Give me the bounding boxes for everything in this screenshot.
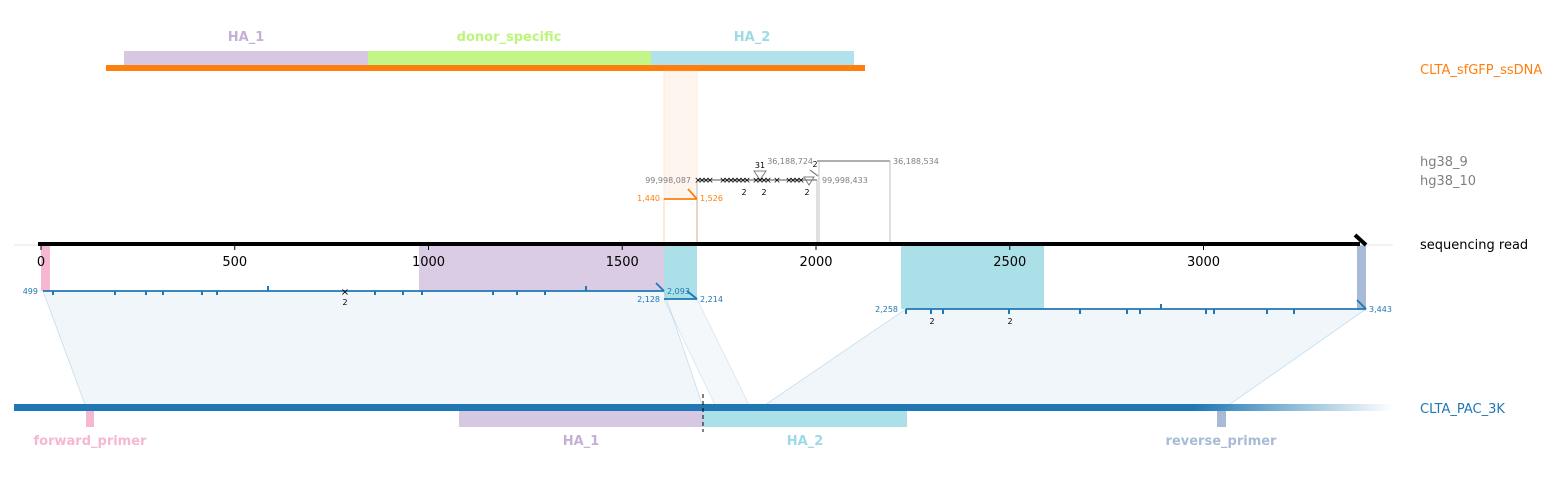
donor-projection-band [663,70,698,200]
hg38-9-insertion-marker [753,170,767,181]
read-ha1-band [419,245,664,291]
mismatch-marker: × [756,176,764,186]
target-left-read-end: 2,093 [667,287,690,296]
read-axis-tick-label: 1500 [606,255,639,270]
target-right-read-start: 2,214 [700,295,723,304]
mismatch-marker: × [706,176,714,186]
target-right-alignment: 2,214 2,258 3,443 2 2 [700,295,1392,326]
hg38-9-start-label: 36,188,724 [767,157,813,166]
target-left-projection [42,290,704,408]
read-axis-tick-label: 3000 [1187,255,1220,270]
donor-feature-ha1 [124,51,368,66]
hg38-9-end-label: 36,188,534 [893,157,939,166]
donor-feature-donor-specific [368,51,651,66]
target-left-deletion-count: 2 [342,298,347,307]
hg38-10-count-d: 2 [812,160,817,169]
read-reverse-primer-band [1357,245,1366,309]
mismatch-marker: × [719,176,727,186]
target-bar [14,404,1194,411]
mismatch-marker: × [797,176,805,186]
hg38-10-count-c: 2 [804,188,809,197]
read-axis-tick-label: 2000 [799,255,832,270]
target-bar-fade [1194,404,1393,411]
target-right-count-b: 2 [1007,317,1012,326]
donor-row: HA_1 donor_specific HA_2 [106,30,865,71]
donor-feature-label-ha1: HA_1 [228,30,265,45]
target-row: forward_primer HA_1 HA_2 reverse_primer [14,394,1393,449]
mismatch-marker: × [789,176,797,186]
hg38-10-end-label: 99,998,433 [822,176,868,185]
mismatch-marker: × [723,176,731,186]
hg38-9-insertion-count: 31 [755,161,765,170]
row-label-read: sequencing read [1420,238,1528,253]
donor-feature-ha2 [651,51,854,66]
target-feature-label-reverse-primer: reverse_primer [1166,434,1278,449]
target-feature-ha1 [459,411,703,427]
row-label-donor: CLTA_sfGFP_ssDNA [1420,63,1542,78]
target-right-ref-start: 2,258 [875,305,898,314]
mismatch-marker: × [752,176,760,186]
hg38-mismatch-markers: ×××× ××××××× ×××× × ×××× [694,176,805,186]
donor-bar [106,65,865,71]
mismatch-marker: × [694,176,702,186]
target-left-read-start: 499 [23,287,38,296]
mismatch-marker: × [698,176,706,186]
donor-alignment-end: 1,526 [700,194,723,203]
read-ha2-band-right [901,245,1044,309]
read-axis-tick-label: 2500 [993,255,1026,270]
mismatch-marker: × [702,176,710,186]
hg38-9-alignment: 36,188,724 36,188,534 31 [753,157,939,245]
read-ha2-band-left [664,245,697,299]
read-axis-tick-label: 0 [37,255,45,270]
row-label-hg38-9: hg38_9 [1420,155,1468,170]
read-axis-tick-label: 1000 [412,255,445,270]
donor-alignment-start: 1,440 [637,194,660,203]
mismatch-marker: × [760,176,768,186]
mismatch-marker: × [764,176,772,186]
donor-feature-label-donor-specific: donor_specific [457,30,562,45]
hg38-10-alignment: 99,998,087 99,998,433 2 2 2 2 [645,160,868,245]
mismatch-marker: × [739,176,747,186]
hg38-10-count-a: 2 [741,188,746,197]
target-feature-label-forward-primer: forward_primer [34,434,148,449]
donor-feature-label-ha2: HA_2 [734,30,771,45]
donor-alignment: 1,440 1,526 [637,188,723,245]
mismatch-marker: × [743,176,751,186]
hg38-10-start-label: 99,998,087 [645,176,691,185]
mismatch-marker: × [773,176,781,186]
target-mismatch-ticks [52,286,1295,314]
target-right-count-a: 2 [929,317,934,326]
hg38-9-insertion-marker-2 [803,176,815,186]
row-label-target: CLTA_PAC_3K [1420,402,1505,417]
mismatch-marker: × [735,176,743,186]
mismatch-marker: × [727,176,735,186]
target-right-read-end: 3,443 [1369,305,1392,314]
mismatch-marker: × [785,176,793,186]
target-right-projection [760,308,1368,408]
target-feature-label-ha2: HA_2 [787,434,824,449]
target-feature-label-ha1: HA_1 [563,434,600,449]
row-label-hg38-10: hg38_10 [1420,174,1476,189]
target-left-ref-end: 2,128 [637,295,660,304]
target-feature-reverse-primer [1217,411,1226,427]
target-left-deletion-marker: × [341,287,349,298]
target-feature-ha2 [703,411,907,427]
target-feature-forward-primer [86,411,94,427]
read-axis-ticks: 0 500 1000 1500 2000 2500 3000 [37,246,1220,270]
hg38-10-count-b: 2 [761,188,766,197]
sequencing-read: 0 500 1000 1500 2000 2500 3000 [14,233,1393,270]
mismatch-marker: × [731,176,739,186]
read-axis-tick-label: 500 [222,255,247,270]
mismatch-marker: × [793,176,801,186]
read-forward-primer-band [41,245,50,291]
